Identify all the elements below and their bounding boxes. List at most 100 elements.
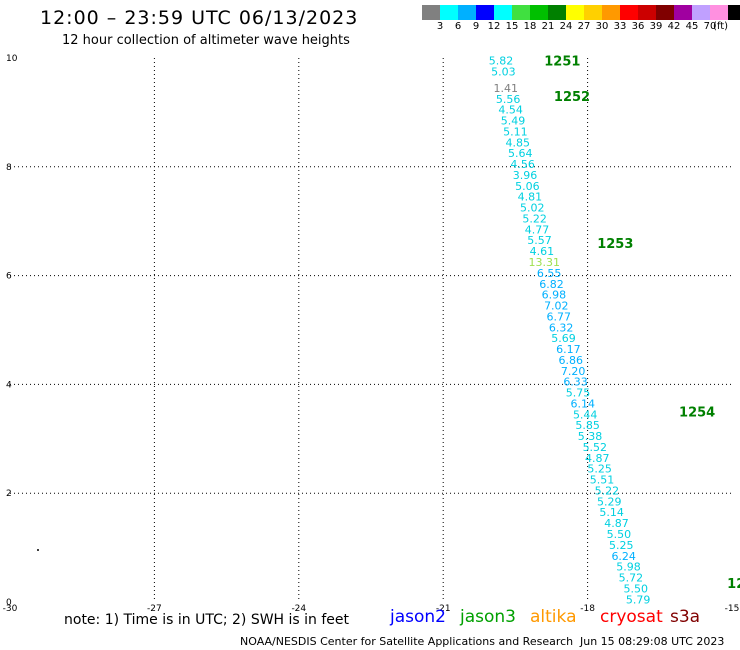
wave-height-label: 1.41 bbox=[494, 82, 519, 95]
legend-tick: 12 bbox=[487, 21, 501, 32]
legend-tick: 39 bbox=[649, 21, 663, 32]
legend-swatch bbox=[674, 5, 692, 20]
x-tick-label: -27 bbox=[147, 604, 162, 614]
wave-height-label: 5.44 bbox=[573, 408, 598, 421]
pass-time-label: 1253 bbox=[597, 237, 633, 252]
x-tick-label: -21 bbox=[436, 604, 451, 614]
legend-swatch bbox=[728, 5, 740, 20]
legend-swatch bbox=[584, 5, 602, 20]
footer-credit: NOAA/NESDIS Center for Satellite Applica… bbox=[240, 635, 574, 648]
wave-height-label: 6.32 bbox=[549, 321, 574, 334]
legend-swatch bbox=[602, 5, 620, 20]
legend-tick: 30 bbox=[595, 21, 609, 32]
x-tick-label: -24 bbox=[291, 604, 306, 614]
y-tick-label: 6 bbox=[6, 272, 12, 282]
wave-height-label: 5.72 bbox=[619, 572, 644, 585]
legend-swatch bbox=[638, 5, 656, 20]
legend-swatch bbox=[494, 5, 512, 20]
legend-tick: 33 bbox=[613, 21, 627, 32]
wave-height-label: 5.49 bbox=[501, 115, 526, 128]
legend-tick: 42 bbox=[667, 21, 681, 32]
legend-swatch bbox=[422, 5, 440, 20]
pass-time-label: 1254 bbox=[679, 406, 715, 421]
page-title: 12:00 – 23:59 UTC 06/13/2023 bbox=[40, 7, 359, 29]
wave-height-label: 3.96 bbox=[513, 169, 538, 182]
pass-time-label: 1255 bbox=[727, 577, 740, 592]
wave-height-label: 6.17 bbox=[556, 343, 581, 356]
wave-height-label: 5.22 bbox=[595, 484, 620, 497]
y-tick-label: 8 bbox=[6, 163, 12, 173]
wave-height-label: 5.82 bbox=[489, 55, 514, 68]
wave-height-label: 5.85 bbox=[575, 419, 600, 432]
wave-height-label: 5.64 bbox=[508, 147, 533, 160]
y-tick-label: 2 bbox=[6, 489, 12, 499]
page-subtitle: 12 hour collection of altimeter wave hei… bbox=[62, 33, 350, 48]
x-tick-label: -15 bbox=[725, 604, 740, 614]
wave-height-label: 6.98 bbox=[542, 289, 567, 302]
wave-height-label: 5.51 bbox=[590, 474, 615, 487]
wave-height-label: 4.77 bbox=[525, 223, 550, 236]
satellite-name: cryosat bbox=[600, 607, 663, 627]
wave-height-label: 5.14 bbox=[599, 506, 624, 519]
legend-swatch bbox=[476, 5, 494, 20]
legend-tick: 3 bbox=[436, 21, 444, 32]
wave-height-label: 6.14 bbox=[571, 397, 596, 410]
wave-height-label: 5.50 bbox=[607, 528, 632, 541]
legend-swatch bbox=[548, 5, 566, 20]
wave-height-label: 6.33 bbox=[563, 376, 588, 389]
wave-height-label: 5.02 bbox=[520, 202, 545, 215]
y-tick-label: 0 bbox=[6, 598, 12, 608]
wave-height-label: 5.06 bbox=[515, 180, 540, 193]
x-tick-label: -18 bbox=[580, 604, 595, 614]
legend-tick: 24 bbox=[559, 21, 573, 32]
wave-height-label: 5.52 bbox=[583, 441, 608, 454]
footer-timestamp: Jun 15 08:29:08 UTC 2023 bbox=[580, 635, 725, 648]
wave-height-label: 6.77 bbox=[546, 310, 571, 323]
legend-tick: 15 bbox=[505, 21, 519, 32]
satellite-name: jason2 bbox=[390, 607, 446, 627]
legend-swatch bbox=[458, 5, 476, 20]
wave-height-label: 5.03 bbox=[491, 66, 516, 79]
x-tick-label: -30 bbox=[3, 604, 18, 614]
wave-height-label: 5.50 bbox=[623, 582, 648, 595]
satellite-name: jason3 bbox=[460, 607, 516, 627]
wave-height-label: 5.11 bbox=[503, 125, 528, 138]
legend-tick: 27 bbox=[577, 21, 591, 32]
legend-swatch bbox=[566, 5, 584, 20]
legend-tick: 45 bbox=[685, 21, 699, 32]
legend-swatch bbox=[512, 5, 530, 20]
wave-height-label: 6.82 bbox=[539, 278, 564, 291]
legend-units: (ft) bbox=[713, 21, 729, 32]
legend-swatch bbox=[620, 5, 638, 20]
wave-height-label: 4.87 bbox=[604, 517, 629, 530]
pass-time-label: 1252 bbox=[554, 90, 590, 105]
wave-height-label: 6.24 bbox=[611, 550, 636, 563]
legend-swatch bbox=[692, 5, 710, 20]
color-scale-legend bbox=[422, 5, 740, 20]
wave-height-label: 13.31 bbox=[529, 256, 561, 269]
wave-height-label: 4.85 bbox=[506, 136, 531, 149]
legend-swatch bbox=[530, 5, 548, 20]
wave-height-label: 5.38 bbox=[578, 430, 603, 443]
legend-tick: 36 bbox=[631, 21, 645, 32]
note-text: note: 1) Time is in UTC; 2) SWH is in fe… bbox=[64, 612, 350, 628]
legend-tick: 6 bbox=[454, 21, 462, 32]
satellite-name: altika bbox=[530, 607, 577, 627]
legend-tick: 21 bbox=[541, 21, 555, 32]
wave-height-label: 7.02 bbox=[544, 300, 569, 313]
pass-time-label: 1251 bbox=[544, 55, 580, 70]
legend-tick: 18 bbox=[523, 21, 537, 32]
legend-swatch bbox=[656, 5, 674, 20]
wave-height-label: 5.22 bbox=[522, 212, 547, 225]
wave-height-label: 5.75 bbox=[566, 387, 591, 400]
y-tick-label: 10 bbox=[6, 54, 18, 64]
wave-height-label: 6.55 bbox=[537, 267, 562, 280]
wave-height-label: 5.29 bbox=[597, 495, 622, 508]
wave-height-label: 5.69 bbox=[551, 332, 576, 345]
wave-height-label: 4.87 bbox=[585, 452, 610, 465]
y-tick-label: 4 bbox=[6, 380, 12, 390]
wave-height-label: 5.25 bbox=[587, 463, 612, 476]
legend-swatch bbox=[710, 5, 728, 20]
wave-height-label: 5.56 bbox=[496, 93, 521, 106]
